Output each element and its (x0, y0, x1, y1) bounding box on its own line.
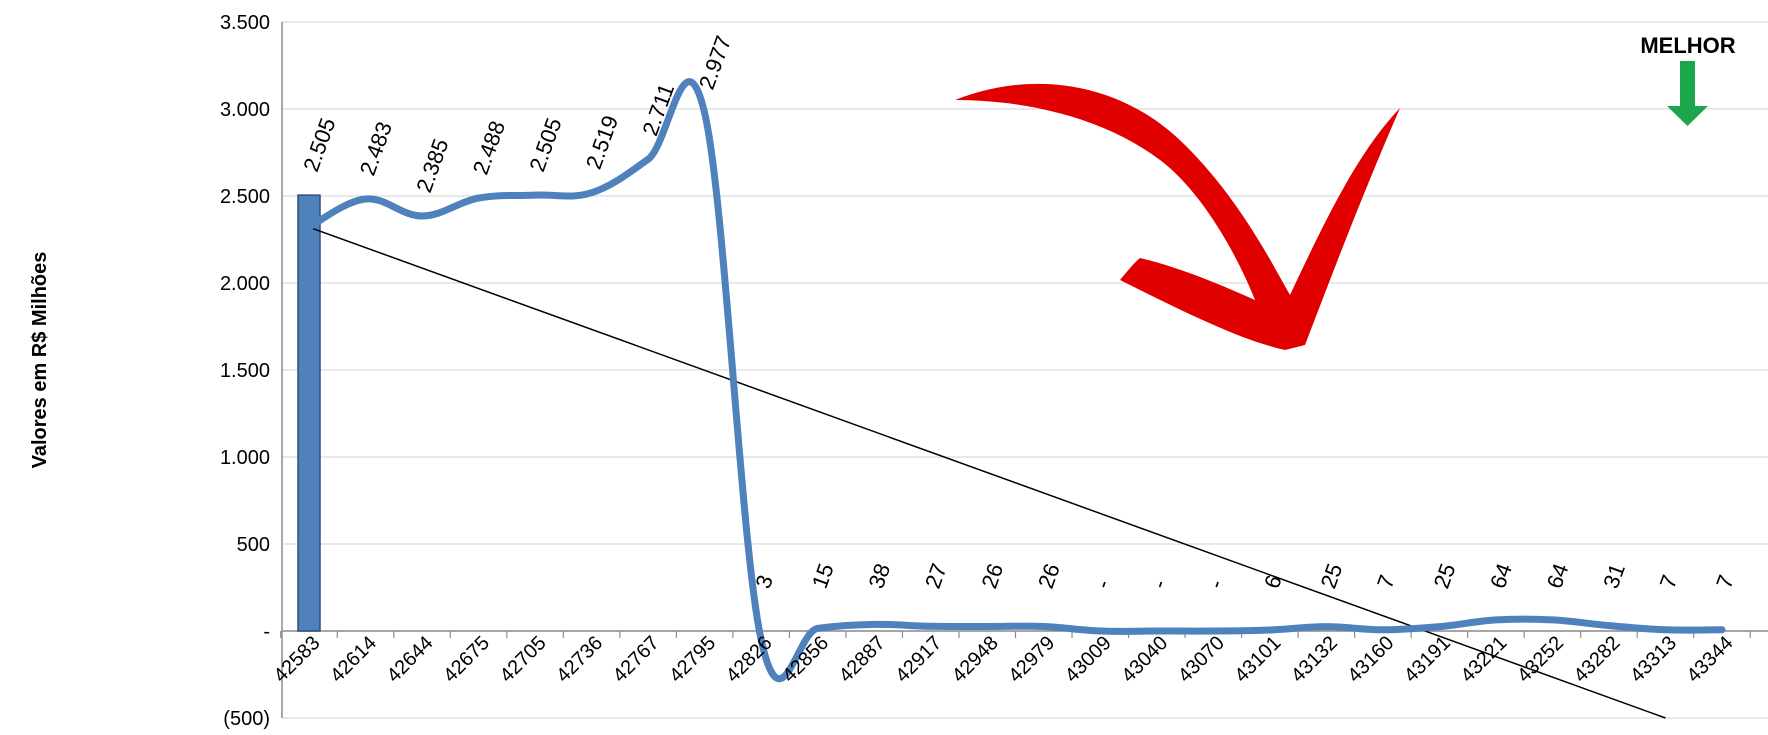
data-label-42795: 2.977 (694, 32, 736, 92)
y-tick-label: 2.500 (220, 186, 270, 208)
y-tick-label: 1.500 (220, 360, 270, 382)
x-tick-label-43344: 43344 (1683, 632, 1738, 687)
x-tick-label-42614: 42614 (326, 632, 381, 687)
x-axis-tick-labels: 42583 42614 42644 42675 42705 42736 42767 42795… (270, 632, 1738, 687)
data-label-42583: 2.505 (298, 115, 340, 175)
trendline-line (308, 226, 1666, 719)
x-tick-label-42917: 42917 (891, 632, 946, 687)
x-tick-label-42795: 42795 (665, 632, 720, 687)
bar-series (297, 194, 321, 632)
data-label-43132: 25 (1316, 560, 1348, 592)
data-label-43160: 7 (1372, 572, 1400, 592)
x-tick-label-42736: 42736 (552, 632, 607, 687)
data-label-42705: 2.505 (524, 115, 566, 175)
x-tick-label-42887: 42887 (835, 632, 890, 687)
data-label-42887: 38 (863, 560, 895, 592)
line-series (305, 78, 1726, 683)
data-labels: 2.505 2.483 2.385 2.488 2.505 2.5192.7112.977… (298, 32, 1739, 591)
data-label-42948: 26 (976, 560, 1008, 592)
data-label-42917: 27 (920, 560, 952, 592)
y-axis-label: Valores em R$ Milhões (29, 252, 51, 469)
data-label-43070: - (1203, 576, 1229, 591)
data-label-42979: 26 (1033, 560, 1065, 592)
data-label-43344: 7 (1711, 572, 1739, 592)
x-tick-label-43191: 43191 (1400, 632, 1455, 687)
melhor-label: MELHOR (1640, 33, 1735, 58)
x-tick-label-43101: 43101 (1230, 632, 1285, 687)
bar-42583 (297, 194, 321, 632)
x-tick-label-42644: 42644 (383, 632, 438, 687)
big-red-arrow-icon (955, 83, 1400, 351)
x-tick-label-43313: 43313 (1626, 632, 1681, 687)
x-tick-label-43282: 43282 (1570, 632, 1625, 687)
data-label-43221: 64 (1485, 560, 1517, 592)
data-label-43282: 31 (1598, 560, 1630, 592)
data-label-42614: 2.483 (355, 118, 397, 178)
data-label-42856: 15 (807, 560, 839, 592)
y-tick-label: (500) (223, 708, 270, 730)
y-tick-label: 3.000 (220, 99, 270, 121)
data-label-42644: 2.385 (411, 135, 453, 195)
axes (280, 22, 1768, 718)
data-label-43009: - (1089, 576, 1115, 591)
y-tick-label: 3.500 (220, 12, 270, 34)
data-label-42736: 2.519 (581, 112, 623, 172)
y-tick-label: - (263, 621, 270, 643)
data-label-43040: - (1146, 576, 1172, 591)
series-line (305, 78, 1726, 683)
y-tick-label: 2.000 (220, 273, 270, 295)
x-tick-label-43132: 43132 (1287, 632, 1342, 687)
x-tick-label-43040: 43040 (1117, 632, 1172, 687)
y-tick-label: 1.000 (220, 447, 270, 469)
x-tick-label-42705: 42705 (496, 632, 551, 687)
y-axis-tick-labels: (500) - 500 1.000 1.500 2.000 2.500 3.000 3.500 (220, 12, 270, 730)
data-label-43101: 6 (1259, 572, 1287, 592)
trendline (308, 226, 1666, 719)
x-tick-label-42583: 42583 (270, 632, 325, 687)
x-tick-label-42979: 42979 (1004, 632, 1059, 687)
data-label-43191: 25 (1429, 560, 1461, 592)
x-tick-label-42675: 42675 (439, 632, 494, 687)
x-tick-label-43009: 43009 (1061, 632, 1116, 687)
y-tick-label: 500 (237, 534, 270, 556)
x-tick-label-43160: 43160 (1344, 632, 1399, 687)
data-label-43313: 7 (1655, 572, 1683, 592)
x-tick-label-43070: 43070 (1174, 632, 1229, 687)
green-down-arrow-icon (1667, 61, 1708, 126)
x-tick-label-42948: 42948 (948, 632, 1003, 687)
melhor-annotation: MELHOR (1640, 33, 1736, 126)
x-tick-label-43252: 43252 (1513, 632, 1568, 687)
x-tick-label-42767: 42767 (609, 632, 664, 687)
data-label-43252: 64 (1542, 560, 1574, 592)
data-label-42675: 2.488 (468, 118, 510, 178)
